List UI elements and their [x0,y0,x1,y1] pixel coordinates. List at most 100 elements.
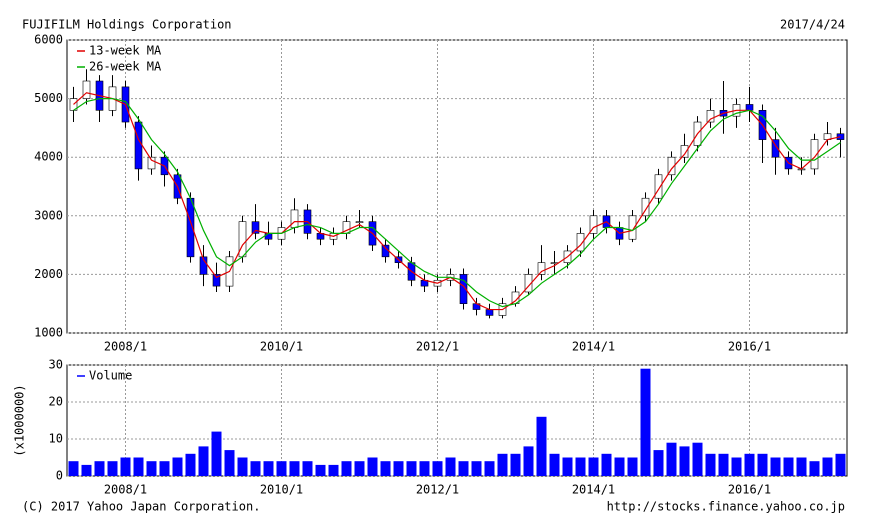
volume-bar [94,461,105,476]
candle-body [537,262,546,275]
volume-bar [146,461,157,476]
volume-bar [770,457,781,476]
volume-bar [835,453,846,476]
volume-bar [393,461,404,476]
candle-body [524,274,533,293]
candle-body [576,233,585,252]
volume-bar [549,453,560,476]
plot-area [66,364,848,477]
x-tick-label: 2016/1 [728,340,771,354]
legend-label: 26-week MA [89,60,162,74]
volume-bar [692,442,703,476]
volume-bar [354,461,365,476]
volume-bar [185,453,196,476]
y-tick-label: 4000 [34,150,63,164]
volume-bar [198,446,209,476]
x-tick-label: 2016/1 [728,483,771,497]
volume-bar [588,457,599,476]
candle-body [82,80,91,99]
candle-body [264,233,273,240]
volume-bar [211,431,222,476]
x-tick-label: 2014/1 [572,483,615,497]
candle-body [355,221,364,223]
volume-bar [627,457,638,476]
candle-body [810,139,819,170]
candle-body [745,104,754,111]
volume-bar [237,457,248,476]
chart-title: FUJIFILM Holdings Corporation [22,18,232,32]
copyright: (C) 2017 Yahoo Japan Corporation. [22,500,260,514]
volume-bar [640,368,651,476]
volume-bar [744,453,755,476]
volume-bar [406,461,417,476]
volume-bar [302,461,313,476]
y-axis-label: (x1000000) [13,384,27,456]
candle-body [212,274,221,287]
y-tick-label: 2000 [34,267,63,281]
volume-bar [718,453,729,476]
volume-bar [523,446,534,476]
candle-body [290,209,299,228]
candle-body [654,174,663,199]
y-tick-label: 10 [49,432,63,446]
volume-bar [276,461,287,476]
x-tick-label: 2010/1 [260,483,303,497]
volume-bar [614,457,625,476]
y-tick-label: 6000 [34,33,63,47]
candle-body [771,139,780,158]
volume-bar [679,446,690,476]
x-tick-label: 2012/1 [416,483,459,497]
volume-bar [289,461,300,476]
volume-bar [653,450,664,476]
volume-bar [705,453,716,476]
plot-area [66,39,848,334]
x-tick-label: 2014/1 [572,340,615,354]
volume-bar [731,457,742,476]
candle-body [134,121,143,170]
volume-bar [666,442,677,476]
x-tick-label: 2012/1 [416,340,459,354]
volume-bar [510,453,521,476]
y-tick-label: 3000 [34,208,63,222]
volume-bar [172,457,183,476]
candle-body [199,256,208,275]
volume-bar [601,453,612,476]
volume-bar [159,461,170,476]
moving-average-line [73,97,841,308]
chart-date: 2017/4/24 [780,18,845,32]
volume-bar [458,461,469,476]
y-tick-label: 1000 [34,326,63,340]
y-tick-label: 20 [49,395,63,409]
volume-bar [68,461,79,476]
volume-bar [380,461,391,476]
candle-body [459,274,468,304]
x-tick-label: 2008/1 [104,483,147,497]
y-tick-label: 30 [49,358,63,372]
source-url: http://stocks.finance.yahoo.co.jp [607,500,845,514]
volume-bar [315,464,326,476]
volume-bar [120,457,131,476]
volume-bar [341,461,352,476]
moving-average-line [73,92,841,311]
legend-label: Volume [89,369,132,383]
volume-bar [783,457,794,476]
volume-bar [575,457,586,476]
legend-label: 13-week MA [89,44,162,58]
volume-bar [445,457,456,476]
y-tick-label: 0 [56,469,63,483]
volume-bar [250,461,261,476]
volume-bar [107,461,118,476]
volume-bar [809,461,820,476]
candle-body [238,221,247,258]
candle-body [485,309,494,316]
volume-bar [757,453,768,476]
volume-bar [484,461,495,476]
y-tick-label: 5000 [34,91,63,105]
volume-bar [419,461,430,476]
candle-body [147,156,156,170]
x-tick-label: 2008/1 [104,340,147,354]
candle-body [667,156,676,176]
candle-body [680,145,689,158]
volume-bar [796,457,807,476]
